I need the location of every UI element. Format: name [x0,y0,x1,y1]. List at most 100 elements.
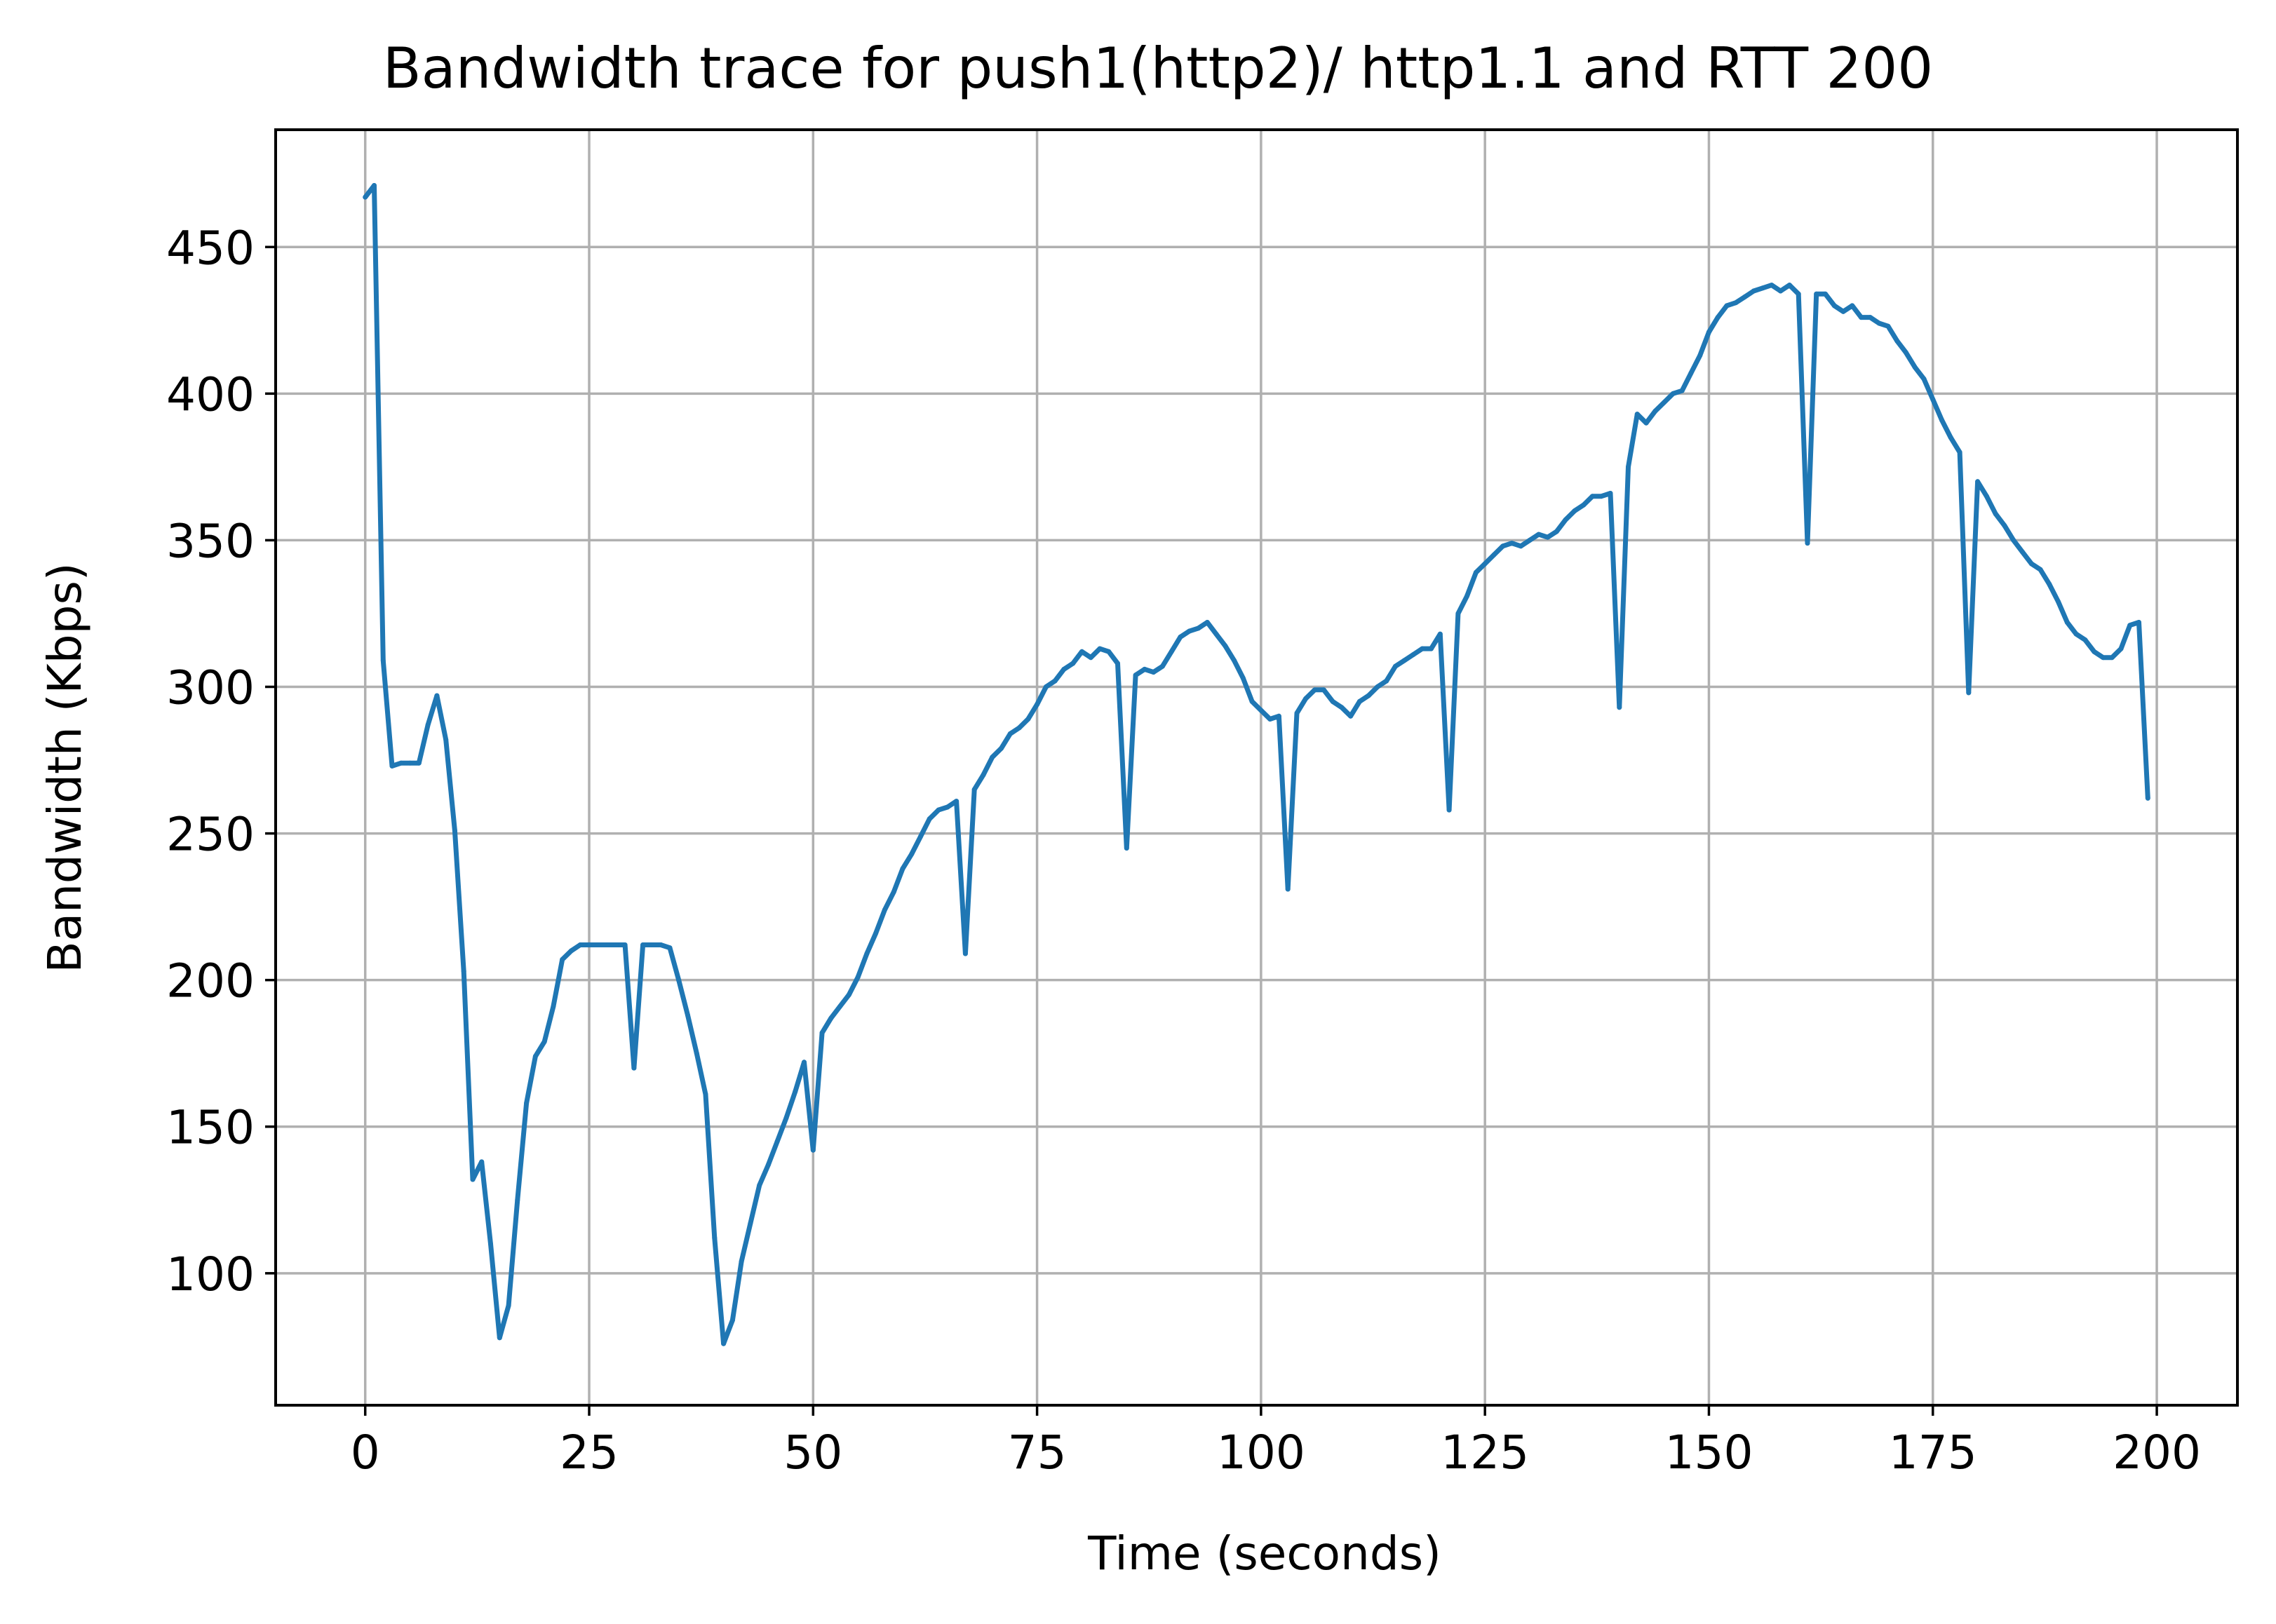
data-point [1025,717,1031,722]
data-point [1330,698,1335,704]
data-point [461,968,466,974]
data-point [1948,435,1953,440]
data-point [900,866,905,872]
data-point [864,951,870,956]
data-point [1124,846,1129,851]
data-point [613,942,619,947]
data-point [1894,338,1900,344]
data-point [1249,698,1255,704]
data-point [1276,713,1281,719]
data-point [1634,412,1640,417]
data-point [739,1259,744,1264]
data-point [1536,532,1542,537]
y-tick-label: 150 [166,1101,255,1155]
y-tick-label: 350 [166,514,255,568]
data-point [515,1197,520,1203]
data-point [1115,661,1120,666]
data-point [810,1147,816,1153]
data-point [757,1182,762,1188]
data-point [640,942,646,947]
data-point [2092,649,2097,654]
data-point [363,194,368,200]
x-tick-label: 25 [560,1426,619,1480]
data-point [1393,663,1398,669]
data-point [1796,291,1801,297]
data-point [2082,637,2088,643]
data-point [1482,561,1488,567]
data-point [1303,696,1309,701]
data-point [783,1115,789,1121]
data-point [1814,291,1819,297]
data-point [1751,288,1756,294]
data-point [1975,479,1981,485]
data-point [1384,678,1389,684]
data-point [729,1318,735,1323]
data-point [1662,400,1667,405]
data-point [1670,391,1676,396]
data-point [1348,713,1354,719]
data-point [1581,502,1587,508]
data-point [2100,655,2106,661]
data-point [2028,561,2034,567]
data-point [2064,620,2070,625]
data-point [524,1100,530,1106]
data-point [1823,291,1828,297]
data-point [891,889,896,895]
data-point [685,1013,690,1018]
data-point [1142,666,1147,672]
data-point [1715,315,1721,320]
data-point [470,1177,476,1182]
data-point [2109,655,2115,661]
data-point [532,1053,538,1059]
data-point [1420,646,1425,651]
data-point [1455,611,1461,616]
data-point [416,760,422,766]
data-point [408,760,413,766]
data-point [802,1060,807,1065]
data-point [1957,449,1962,455]
data-point [927,816,932,822]
x-tick-label: 50 [783,1426,842,1480]
x-tick-label: 150 [1664,1426,1753,1480]
data-point [1903,350,1908,356]
data-point [2011,537,2016,543]
data-point [837,1003,843,1009]
data-point [1760,285,1765,291]
data-point [712,1236,718,1241]
data-point [936,807,941,813]
data-point [765,1162,771,1168]
data-point [1608,491,1613,496]
data-point [1572,508,1577,514]
data-point [1356,698,1362,704]
data-point [1679,388,1685,393]
chart-title: Bandwidth trace for push1(http2)/ http1.… [383,36,1933,101]
data-point [1831,303,1837,309]
data-point [1688,370,1694,376]
data-point [748,1221,753,1226]
data-point [2038,567,2043,572]
data-point [694,1050,699,1056]
data-point [1554,529,1559,534]
data-point [981,772,986,778]
data-point [962,951,968,956]
data-point [2118,646,2124,651]
data-point [569,948,574,954]
data-point [1187,628,1192,634]
data-point [667,945,673,951]
data-point [479,1159,485,1165]
data-point [1769,283,1775,288]
y-tick-label: 300 [166,661,255,715]
data-point [425,722,431,728]
data-point [658,942,664,947]
data-point [1518,543,1523,549]
data-point [2127,623,2133,628]
data-point [1043,684,1049,689]
data-point [1070,661,1076,666]
data-point [1885,323,1891,329]
data-point [1169,649,1174,654]
data-point [846,992,851,998]
y-axis-label: Bandwidth (Kbps) [38,562,92,973]
data-point [909,851,915,857]
data-point [1500,543,1506,549]
